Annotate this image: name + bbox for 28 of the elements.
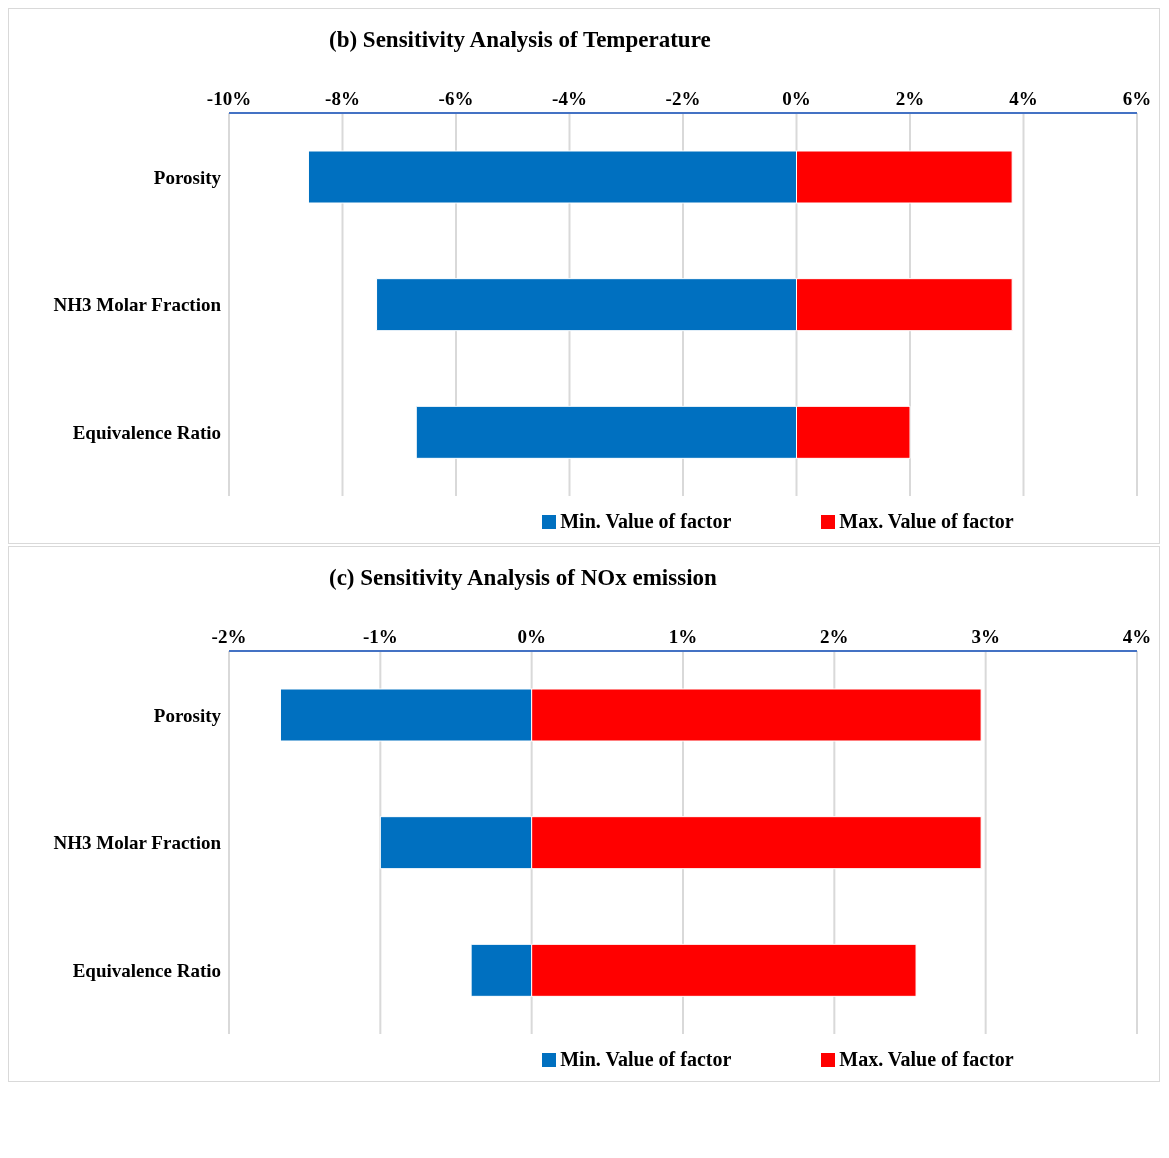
legend-label: Max. Value of factor — [839, 1048, 1014, 1071]
x-tick-label: -10% — [206, 88, 252, 109]
x-tick-label: -8% — [325, 88, 360, 109]
x-tick-label: 4% — [1122, 626, 1152, 647]
legend-label: Min. Value of factor — [560, 510, 732, 533]
y-tick-label: Equivalence Ratio — [72, 421, 221, 443]
y-tick-label: NH3 Molar Fraction — [53, 294, 222, 316]
x-tick-label: -4% — [552, 88, 587, 109]
x-tick-label: 1% — [668, 626, 698, 647]
chart-title: (b) Sensitivity Analysis of Temperature — [328, 26, 712, 53]
x-tick-label: 6% — [1122, 88, 1152, 109]
chart-title: (c) Sensitivity Analysis of NOx emission — [328, 564, 718, 591]
y-tick-label: NH3 Molar Fraction — [53, 832, 222, 854]
x-tick-label: -6% — [438, 88, 474, 109]
x-tick-label: 4% — [1009, 88, 1038, 109]
y-tick-label: Porosity — [153, 704, 222, 726]
y-tick-label: Equivalence Ratio — [72, 959, 221, 981]
x-tick-label: -1% — [362, 626, 398, 647]
legend-label: Min. Value of factor — [560, 1048, 732, 1071]
x-tick-label: 0% — [517, 626, 546, 647]
x-tick-label: 3% — [971, 626, 1000, 647]
y-tick-label: Porosity — [153, 166, 222, 188]
x-tick-label: 0% — [782, 88, 811, 109]
legend-label: Max. Value of factor — [839, 510, 1014, 533]
x-tick-label: -2% — [211, 626, 247, 647]
x-tick-label: 2% — [895, 88, 925, 109]
x-tick-label: 2% — [820, 626, 849, 647]
x-tick-label: -2% — [665, 88, 701, 109]
